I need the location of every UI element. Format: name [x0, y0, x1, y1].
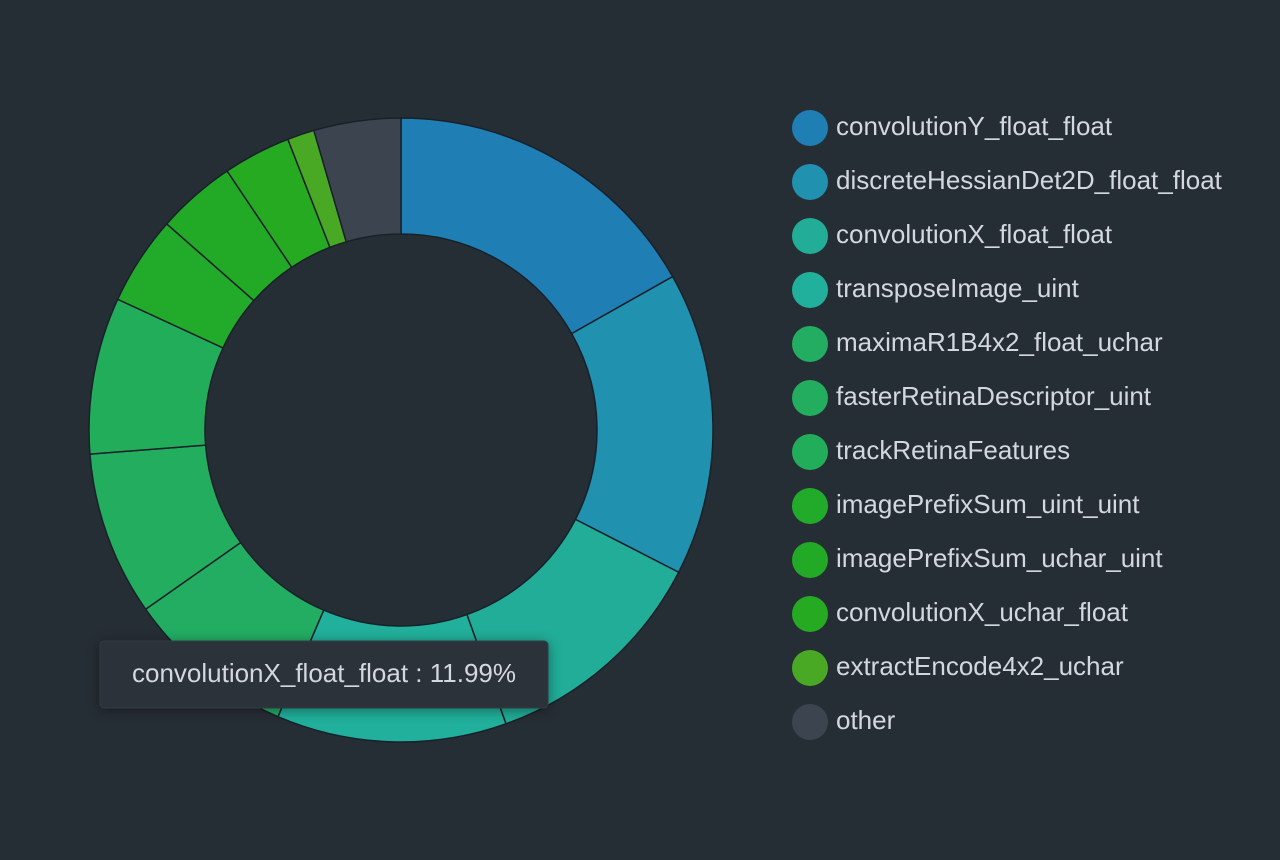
- legend-marker: [792, 272, 828, 308]
- legend-marker: [792, 542, 828, 578]
- legend-label: convolutionX_uchar_float: [836, 597, 1129, 627]
- legend-label: imagePrefixSum_uint_uint: [836, 489, 1140, 519]
- legend-label: maximaR1B4x2_float_uchar: [836, 327, 1163, 357]
- legend-marker: [792, 650, 828, 686]
- legend-marker: [792, 218, 828, 254]
- legend-marker: [792, 110, 828, 146]
- slice: [312, 117, 402, 243]
- legend-marker: [792, 434, 828, 470]
- legend-marker: [792, 380, 828, 416]
- legend-label: fasterRetinaDescriptor_uint: [836, 381, 1152, 411]
- legend-label: convolutionX_float_float: [836, 219, 1113, 249]
- legend-label: discreteHessianDet2D_float_float: [836, 165, 1223, 195]
- slice: [400, 117, 674, 335]
- legend-marker: [792, 596, 828, 632]
- legend-label: transposeImage_uint: [836, 273, 1080, 303]
- legend-marker: [792, 326, 828, 362]
- legend-label: extractEncode4x2_uchar: [836, 651, 1124, 681]
- legend-label: convolutionY_float_float: [836, 111, 1113, 141]
- legend-label: imagePrefixSum_uchar_uint: [836, 543, 1163, 573]
- tooltip-text: convolutionX_float_float : 11.99%: [132, 658, 516, 688]
- legend-label: other: [836, 705, 896, 735]
- tooltip-box: [99, 640, 549, 709]
- legend-label: trackRetinaFeatures: [836, 435, 1070, 465]
- legend-marker: [792, 488, 828, 524]
- legend-marker: [792, 164, 828, 200]
- legend-marker: [792, 704, 828, 740]
